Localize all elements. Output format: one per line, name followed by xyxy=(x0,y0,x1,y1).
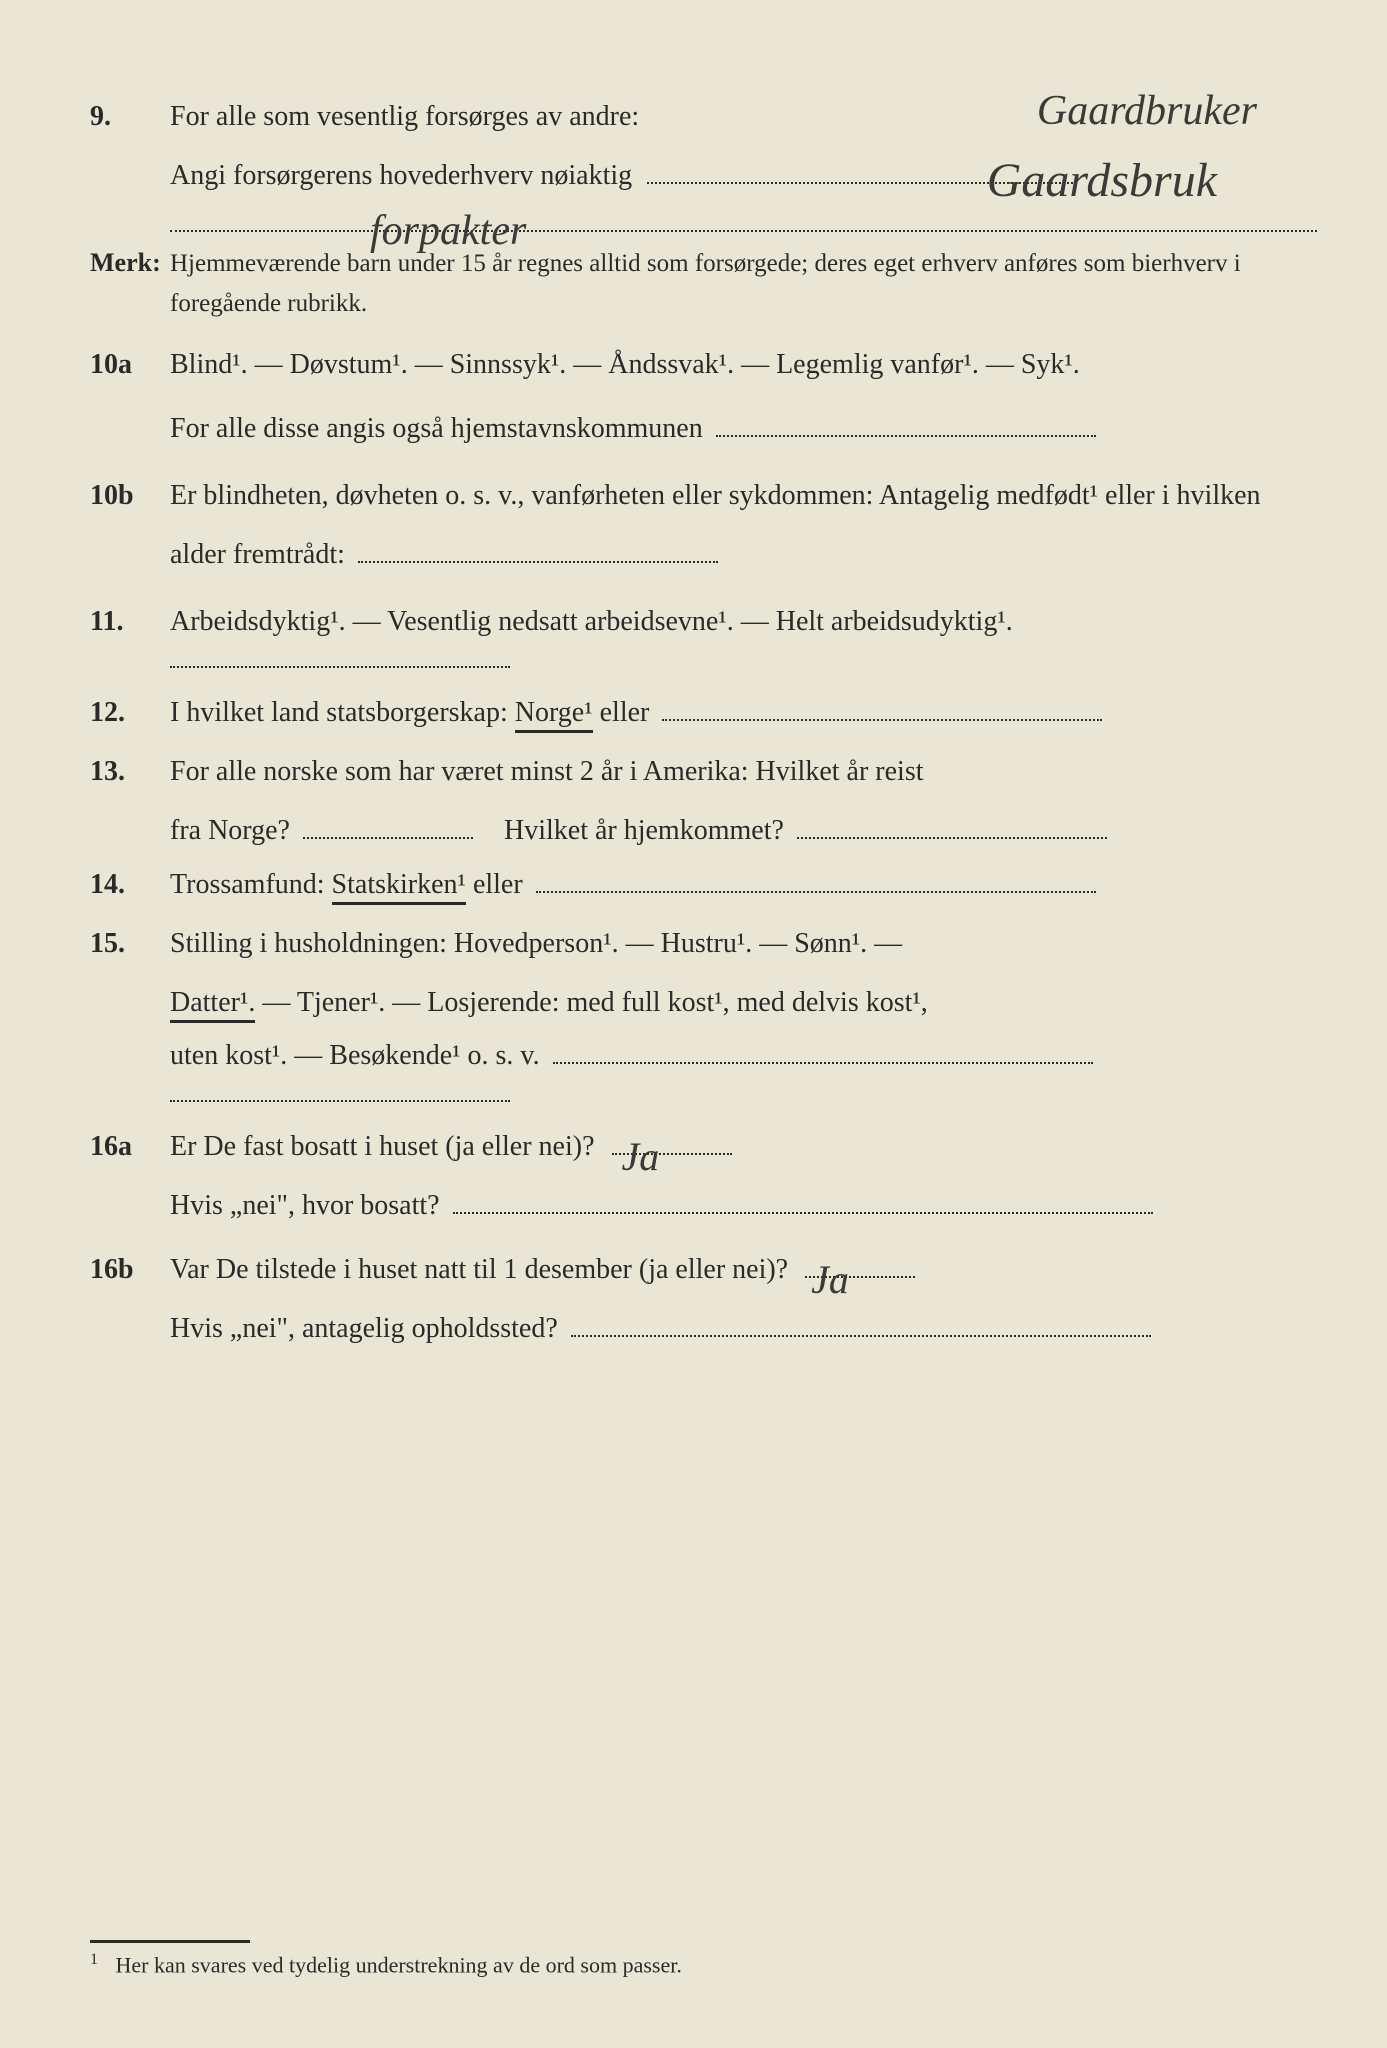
q13-line2a: fra Norge? xyxy=(170,815,290,846)
q14-textB: eller xyxy=(473,869,523,900)
merk-row: Merk: Hjemmeværende barn under 15 år reg… xyxy=(90,238,1317,324)
q15-row3: uten kost¹. — Besøkende¹ o. s. v. xyxy=(170,1029,1317,1082)
q9-text2: Angi forsørgerens hovederhverv nøiaktig xyxy=(170,160,632,191)
q14-stats: Statskirken¹ xyxy=(332,869,466,905)
q15-row1: 15. Stilling i husholdningen: Hovedperso… xyxy=(90,917,1317,970)
q12-blank xyxy=(662,719,1102,721)
q13-row2: fra Norge? Hvilket år hjemkommet? xyxy=(170,804,1317,857)
q14-num: 14. xyxy=(90,858,170,911)
q16b-blank2 xyxy=(571,1335,1151,1337)
q16b-hw: Ja xyxy=(811,1242,849,1318)
q15-line1: Stilling i husholdningen: Hovedperson¹. … xyxy=(170,917,1317,970)
q10a-line2: For alle disse angis også hjemstavnskomm… xyxy=(170,413,703,444)
q13-line2b: Hvilket år hjemkommet? xyxy=(504,815,784,846)
q13-blank2 xyxy=(797,837,1107,839)
census-form-page: 9. For alle som vesentlig forsørges av a… xyxy=(0,0,1387,2048)
q12-body: I hvilket land statsborgerskap: Norge¹ e… xyxy=(170,686,1317,739)
q14-row: 14. Trossamfund: Statskirken¹ eller xyxy=(90,858,1317,911)
q14-blank xyxy=(536,891,1096,893)
q16a-num: 16a xyxy=(90,1120,170,1173)
footnote-marker: 1 xyxy=(90,1951,98,1968)
q10b-text: Er blindheten, døvheten o. s. v., vanfør… xyxy=(170,467,1317,585)
q10a-num: 10a xyxy=(90,338,170,391)
merk-text: Hjemmeværende barn under 15 år regnes al… xyxy=(170,244,1317,324)
q12-num: 12. xyxy=(90,686,170,739)
q16a-row2: Hvis „nei", hvor bosatt? xyxy=(170,1179,1317,1232)
q13-line1: For alle norske som har været minst 2 år… xyxy=(170,745,1317,798)
q10a-row2: For alle disse angis også hjemstavnskomm… xyxy=(170,402,1317,455)
footnote: 1 Her kan svares ved tydelig understrekn… xyxy=(90,1940,1317,1978)
q16a-hw: Ja xyxy=(622,1119,660,1195)
q12-row: 12. I hvilket land statsborgerskap: Norg… xyxy=(90,686,1317,739)
q15-blank xyxy=(553,1062,1093,1064)
q10b-num: 10b xyxy=(90,469,170,522)
q11-row: 11. Arbeidsdyktig¹. — Vesentlig nedsatt … xyxy=(90,595,1317,648)
q16b-row2: Hvis „nei", antagelig opholdssted? xyxy=(170,1302,1317,1355)
q10b-blank xyxy=(358,561,718,563)
q16b-row1: 16b Var De tilstede i huset natt til 1 d… xyxy=(90,1243,1317,1296)
q13-row1: 13. For alle norske som har været minst … xyxy=(90,745,1317,798)
q16b-num: 16b xyxy=(90,1243,170,1296)
q10b-row: 10b Er blindheten, døvheten o. s. v., va… xyxy=(90,467,1317,585)
q11-rule xyxy=(170,666,510,668)
q15-line3: uten kost¹. — Besøkende¹ o. s. v. xyxy=(170,1040,540,1071)
q9-hw3: forpakter xyxy=(370,192,526,272)
footnote-text: Her kan svares ved tydelig understreknin… xyxy=(116,1952,682,1977)
q16a-line1: Er De fast bosatt i huset (ja eller nei)… xyxy=(170,1131,595,1162)
q12-textA: I hvilket land statsborgerskap: xyxy=(170,697,515,728)
q16a-line2: Hvis „nei", hvor bosatt? xyxy=(170,1190,440,1221)
q12-textB: eller xyxy=(600,697,650,728)
q15-row2: Datter¹. — Tjener¹. — Losjerende: med fu… xyxy=(170,976,1317,1029)
q12-norge: Norge¹ xyxy=(515,697,593,733)
q14-textA: Trossamfund: xyxy=(170,869,332,900)
q9-row2: Angi forsørgerens hovederhverv nøiaktig … xyxy=(90,149,1317,202)
merk-label: Merk: xyxy=(90,238,170,287)
q16b-body: Var De tilstede i huset natt til 1 desem… xyxy=(170,1243,1317,1296)
q16b-line2: Hvis „nei", antagelig opholdssted? xyxy=(170,1313,558,1344)
q9-row3: forpakter xyxy=(90,208,1317,232)
q16a-blank1: Ja xyxy=(612,1153,732,1155)
q16b-blank1: Ja xyxy=(805,1276,915,1278)
q9-blank-line xyxy=(170,208,1317,232)
q13-blank1 xyxy=(303,837,473,839)
q15-num: 15. xyxy=(90,917,170,970)
q15-datter: Datter¹. xyxy=(170,987,255,1023)
q16a-row1: 16a Er De fast bosatt i huset (ja eller … xyxy=(90,1120,1317,1173)
q10a-opts: Blind¹. — Døvstum¹. — Sinnssyk¹. — Åndss… xyxy=(170,334,1317,396)
q15-line2b: — Tjener¹. — Losjerende: med full kost¹,… xyxy=(262,987,927,1018)
footnote-rule xyxy=(90,1940,250,1943)
q14-body: Trossamfund: Statskirken¹ eller xyxy=(170,858,1317,911)
q16a-blank2 xyxy=(453,1212,1153,1214)
q11-num: 11. xyxy=(90,595,170,648)
q15-rule xyxy=(170,1100,510,1102)
q16b-line1: Var De tilstede i huset natt til 1 desem… xyxy=(170,1254,788,1285)
q10a-blank xyxy=(716,435,1096,437)
q9-num: 9. xyxy=(90,90,170,143)
q13-num: 13. xyxy=(90,745,170,798)
q11-text: Arbeidsdyktig¹. — Vesentlig nedsatt arbe… xyxy=(170,595,1317,648)
q16a-body: Er De fast bosatt i huset (ja eller nei)… xyxy=(170,1120,1317,1173)
q10a-row1: 10a Blind¹. — Døvstum¹. — Sinnssyk¹. — Å… xyxy=(90,334,1317,396)
q9-text1: For alle som vesentlig forsørges av andr… xyxy=(170,101,639,132)
